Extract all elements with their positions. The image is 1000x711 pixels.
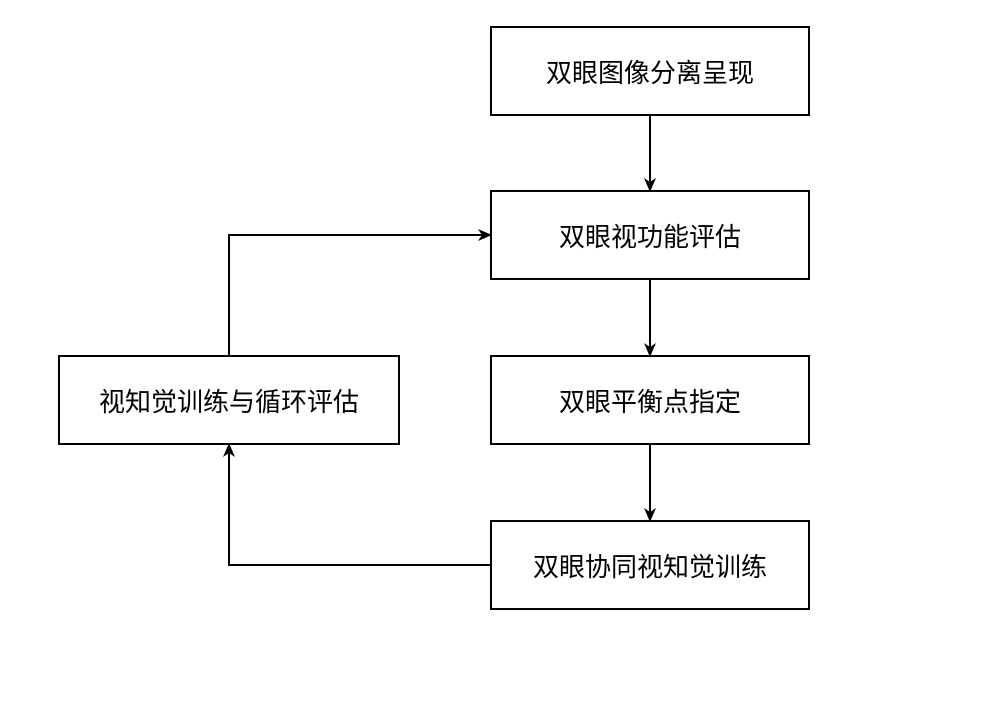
node-binocular-image-separation: 双眼图像分离呈现 xyxy=(490,26,810,116)
node-label: 双眼平衡点指定 xyxy=(559,382,741,419)
node-binocular-vision-assessment: 双眼视功能评估 xyxy=(490,190,810,280)
node-binocular-cooperative-training: 双眼协同视知觉训练 xyxy=(490,520,810,610)
node-label: 视知觉训练与循环评估 xyxy=(99,382,359,419)
flowchart-canvas: 双眼图像分离呈现 双眼视功能评估 双眼平衡点指定 双眼协同视知觉训练 视知觉训练… xyxy=(0,0,1000,711)
node-binocular-balance-point: 双眼平衡点指定 xyxy=(490,355,810,445)
node-label: 双眼图像分离呈现 xyxy=(546,53,754,90)
edge-n5-to-n2 xyxy=(229,235,490,355)
node-perception-training-loop-assessment: 视知觉训练与循环评估 xyxy=(58,355,400,445)
edge-n4-to-n5 xyxy=(229,445,490,565)
node-label: 双眼视功能评估 xyxy=(559,217,741,254)
node-label: 双眼协同视知觉训练 xyxy=(533,547,767,584)
